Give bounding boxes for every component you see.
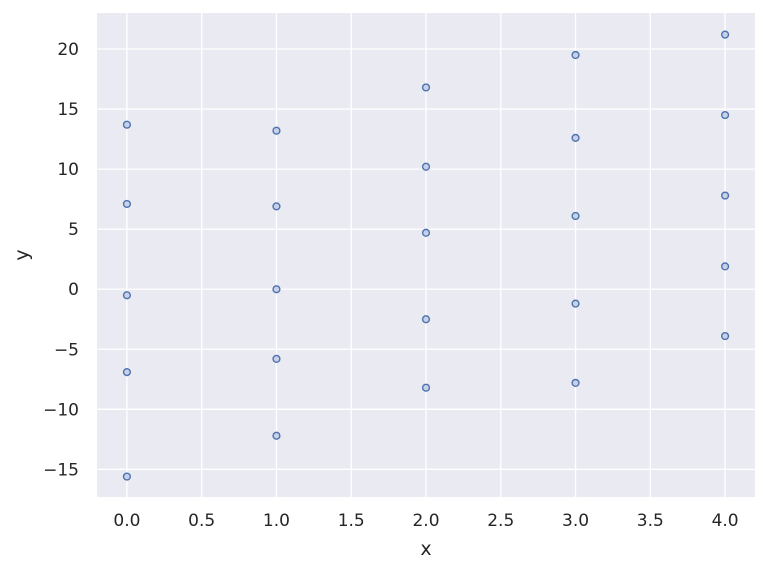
y-tick-label: −5 bbox=[54, 340, 79, 360]
data-point bbox=[571, 299, 580, 308]
data-point bbox=[421, 315, 431, 324]
data-point bbox=[122, 472, 132, 481]
data-point bbox=[421, 228, 431, 237]
x-tick-label: 1.0 bbox=[263, 511, 290, 531]
data-point bbox=[272, 285, 281, 294]
x-tick-label: 4.0 bbox=[712, 511, 739, 531]
x-tick-label: 3.0 bbox=[562, 511, 589, 531]
y-tick-label: 15 bbox=[57, 100, 79, 120]
data-point bbox=[272, 354, 281, 363]
data-point bbox=[272, 431, 281, 440]
data-point bbox=[571, 378, 580, 388]
y-tick-label: 20 bbox=[57, 40, 79, 60]
data-point bbox=[421, 383, 431, 392]
y-tick-label: −10 bbox=[43, 400, 79, 420]
data-point bbox=[720, 191, 730, 200]
data-point bbox=[122, 367, 132, 377]
x-tick-label: 1.5 bbox=[338, 511, 365, 531]
data-point bbox=[720, 30, 730, 39]
data-point bbox=[720, 262, 730, 271]
x-tick-label: 2.5 bbox=[487, 511, 514, 531]
data-point bbox=[421, 162, 431, 171]
data-point bbox=[421, 83, 431, 92]
x-axis-label: x bbox=[420, 538, 431, 560]
x-gridlines bbox=[126, 13, 726, 497]
data-point bbox=[272, 202, 281, 211]
x-tick-labels: 0.0 0.5 1.0 1.5 2.0 2.5 3.0 3.5 4.0 bbox=[113, 511, 738, 531]
x-tick-label: 2.0 bbox=[412, 511, 439, 531]
data-point bbox=[122, 291, 132, 300]
y-tick-label: 10 bbox=[57, 160, 79, 180]
y-axis-label: y bbox=[11, 249, 33, 260]
data-point bbox=[571, 133, 580, 143]
y-tick-label: 5 bbox=[68, 220, 79, 240]
data-point bbox=[122, 199, 132, 209]
data-point bbox=[571, 211, 580, 221]
y-tick-labels: −15 −10 −5 0 5 10 15 20 bbox=[43, 40, 79, 480]
y-tick-label: −15 bbox=[43, 460, 79, 480]
x-tick-label: 0.0 bbox=[113, 511, 140, 531]
data-point bbox=[272, 126, 281, 135]
data-point bbox=[571, 50, 580, 60]
x-tick-label: 3.5 bbox=[637, 511, 664, 531]
x-tick-label: 0.5 bbox=[188, 511, 215, 531]
data-point bbox=[122, 120, 132, 129]
data-point bbox=[720, 331, 730, 341]
data-point bbox=[720, 110, 730, 120]
data-points bbox=[122, 30, 730, 481]
y-tick-label: 0 bbox=[68, 280, 79, 300]
